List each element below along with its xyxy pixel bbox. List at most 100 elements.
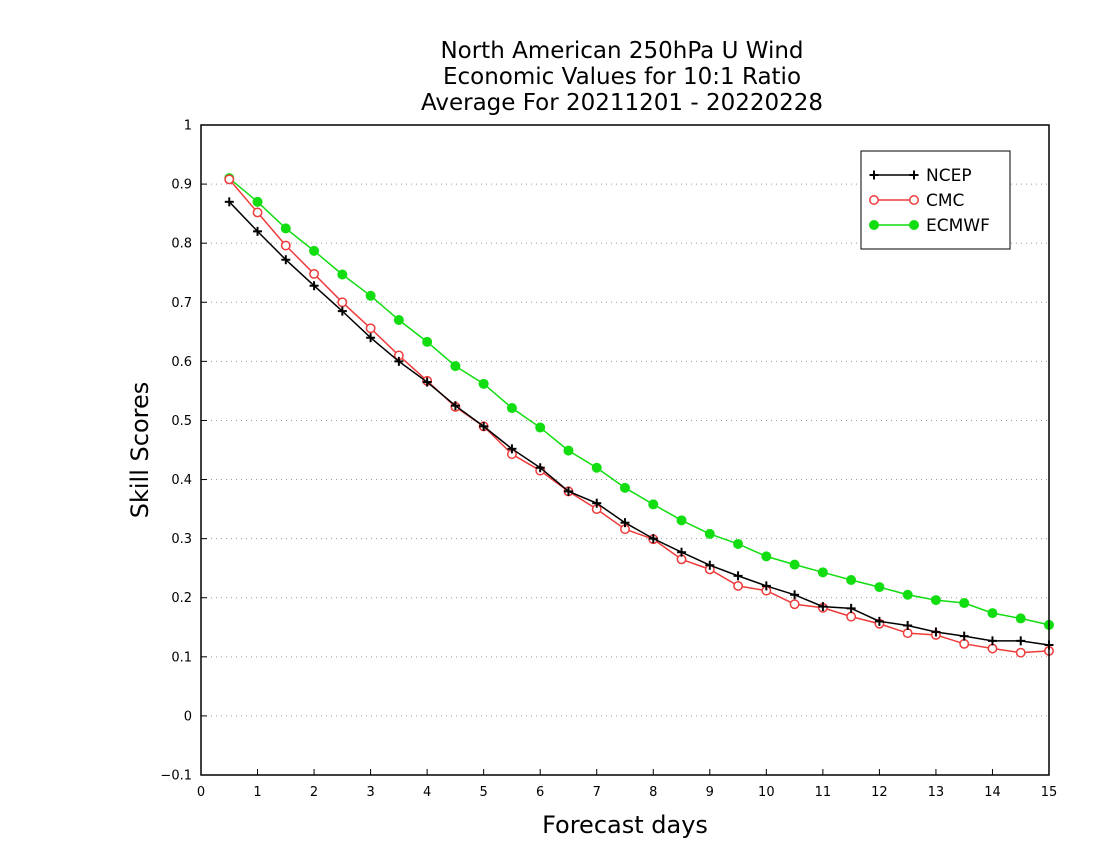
y-tick-label: 0.2 (171, 591, 192, 606)
x-tick-label: 6 (536, 785, 544, 800)
data-point-ncep (479, 421, 489, 431)
data-point-ncep (224, 197, 234, 207)
data-point-ecmwf (280, 223, 291, 234)
data-point-ecmwf (422, 336, 433, 347)
data-point-ncep (592, 498, 602, 508)
y-tick-label: 0.8 (171, 237, 192, 252)
x-axis-label: Forecast days (542, 811, 708, 839)
x-tick-label: 1 (253, 785, 261, 800)
data-point-ecmwf (874, 582, 885, 593)
x-tick-label: 12 (871, 785, 888, 800)
data-point-ncep (761, 581, 771, 591)
gridlines (201, 183, 1049, 717)
data-point-ecmwf (506, 403, 517, 414)
y-tick-label: 0.6 (171, 355, 192, 370)
data-point-ecmwf (789, 559, 800, 570)
y-tick-label: 0.7 (171, 296, 192, 311)
data-point-ncep (818, 602, 828, 612)
data-point-ncep (535, 463, 545, 473)
y-tick-label: 0.1 (171, 650, 192, 665)
title-line: North American 250hPa U Wind (440, 38, 803, 64)
data-point-ecmwf (252, 196, 263, 207)
data-point-ncep (733, 571, 743, 581)
data-point-ncep (959, 631, 969, 641)
x-tick-label: 15 (1041, 785, 1058, 800)
data-point-cmc (733, 580, 744, 591)
legend-label: NCEP (926, 166, 972, 186)
x-tick-label: 2 (310, 785, 318, 800)
data-point-ncep (366, 333, 376, 343)
data-point-ecmwf (704, 528, 715, 539)
data-point-ncep (874, 616, 884, 626)
data-point-ecmwf (535, 422, 546, 433)
data-point-ncep (450, 401, 460, 411)
legend-marker (909, 170, 919, 180)
x-tick-label: 11 (815, 785, 832, 800)
data-point-ecmwf (337, 269, 348, 280)
data-point-ncep (1016, 636, 1026, 646)
data-point-ecmwf (930, 595, 941, 606)
x-tick-label: 3 (366, 785, 374, 800)
data-point-cmc (309, 268, 320, 279)
data-point-ecmwf (761, 551, 772, 562)
data-point-ncep (620, 518, 630, 528)
y-axis-label: Skill Scores (126, 382, 154, 519)
legend-marker (869, 195, 879, 205)
x-tick-label: 14 (984, 785, 1001, 800)
data-point-ecmwf (620, 482, 630, 493)
data-point-cmc (902, 628, 913, 639)
data-point-ecmwf (1015, 613, 1026, 624)
data-point-ncep (931, 627, 941, 637)
data-point-ecmwf (393, 315, 404, 325)
data-point-cmc (846, 611, 857, 622)
data-point-cmc (224, 174, 235, 185)
x-tick-label: 0 (197, 785, 205, 800)
data-point-ncep (648, 534, 658, 544)
y-tick-label: 0.3 (171, 532, 192, 547)
data-point-cmc (280, 240, 291, 251)
data-point-ecmwf (817, 567, 828, 578)
data-point-cmc (1015, 647, 1026, 658)
data-point-ecmwf (563, 445, 574, 456)
y-axis-ticks: −0.1 0 0.1 0.2 0.3 0.4 0.5 0.6 0.7 0.8 0.9 1 (160, 119, 207, 784)
data-point-cmc (959, 638, 970, 649)
x-axis-ticks: 0 1 2 3 4 5 6 7 8 9 10 11 12 13 14 15 (197, 769, 1057, 800)
series-line-ncep (228, 201, 1050, 646)
data-point-ecmwf (959, 598, 970, 609)
data-point-ecmwf (365, 290, 376, 301)
data-point-ncep (281, 255, 291, 265)
data-point-ncep (846, 603, 856, 613)
series-ncep (224, 197, 1054, 650)
x-tick-label: 13 (928, 785, 945, 800)
data-point-cmc (365, 323, 376, 334)
data-point-cmc (987, 643, 998, 654)
data-point-ecmwf (846, 575, 857, 585)
legend-item-ecmwf: ECMWF (869, 216, 990, 236)
legend: NCEP CMC ECMWF (860, 150, 1011, 250)
x-tick-label: 7 (593, 785, 601, 800)
x-tick-label: 9 (706, 785, 714, 800)
legend-marker (869, 170, 879, 180)
legend-item-ncep: NCEP (869, 166, 972, 186)
y-tick-label: −0.1 (160, 769, 192, 784)
series-line-cmc (228, 178, 1050, 654)
data-point-ecmwf (902, 589, 913, 600)
y-tick-label: 0.9 (171, 178, 192, 193)
y-tick-label: 0.5 (171, 414, 192, 429)
data-point-ncep (422, 377, 432, 387)
data-point-ecmwf (987, 608, 998, 619)
legend-label: CMC (926, 191, 964, 211)
y-tick-label: 0.4 (171, 473, 192, 488)
data-point-ncep (507, 444, 517, 454)
data-point-ncep (253, 226, 263, 236)
data-point-cmc (337, 297, 348, 308)
data-point-ncep (563, 486, 573, 496)
data-point-cmc (789, 599, 800, 610)
legend-marker (909, 195, 919, 205)
title-line: Average For 20211201 - 20220228 (421, 90, 823, 116)
x-tick-label: 10 (758, 785, 775, 800)
legend-marker (869, 220, 879, 230)
legend-label: ECMWF (926, 216, 990, 236)
data-point-ncep (337, 306, 347, 316)
series-lines (224, 173, 1054, 658)
